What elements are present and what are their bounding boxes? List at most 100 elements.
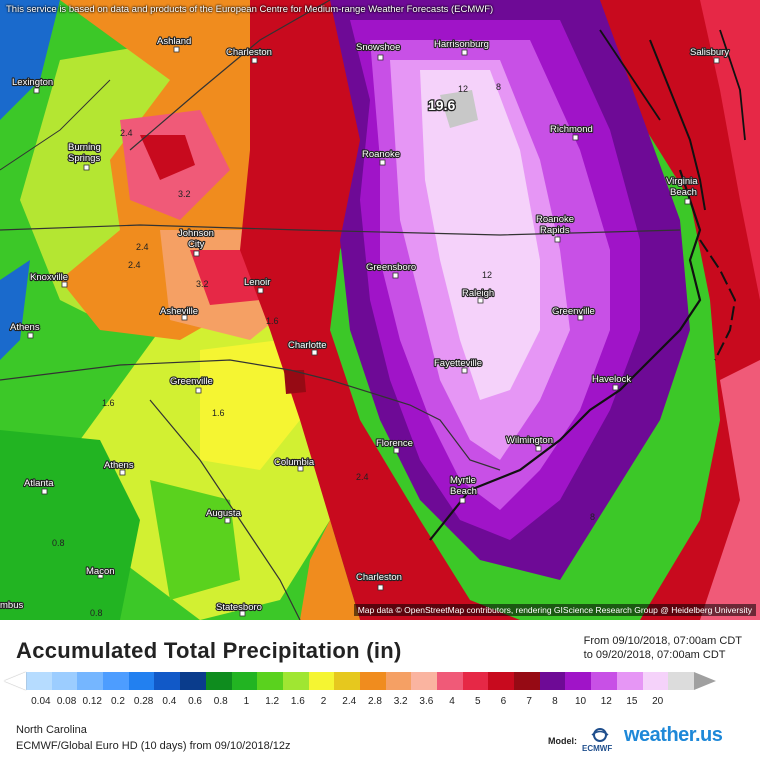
city-label: Lenoir [244,277,270,288]
state-border [149,399,301,620]
city-label: Rapids [540,225,570,236]
city-label: Greenville [170,376,213,387]
scale-label: 0.28 [133,696,154,707]
scale-label: 1 [243,696,250,707]
city-label: Harrisonburg [434,39,489,50]
field-2-8 [300,520,360,620]
precipitation-map[interactable]: Ashland Charleston Snowshoe Harrisonburg… [0,0,760,620]
city-label: Burning [68,142,101,153]
field-6-band [240,0,520,620]
city-label: Charleston [226,47,272,58]
region-name: North Carolina [16,724,87,736]
city-label: Snowshoe [356,42,400,53]
contour-label: 0.8 [90,608,103,618]
map-canvas: Ashland Charleston Snowshoe Harrisonburg… [0,0,760,620]
city-label: Lexington [12,77,53,88]
state-border [0,79,111,171]
field-4-east [700,360,760,620]
field-6-east [560,0,760,620]
coastline [429,169,702,541]
city-dot [572,134,579,141]
scale-label: 0.04 [31,696,51,707]
max-value-label: 19.6 [428,97,455,113]
city-dot [41,488,48,495]
scale-label: 2 [320,696,327,707]
scale-label: 3.2 [393,696,408,707]
scale-swatch [26,672,52,690]
scale-label: 0.8 [213,696,228,707]
city-dot [577,314,584,321]
city-dot [239,610,246,617]
city-label: Charlotte [288,340,327,351]
contour-label: 12 [482,270,492,280]
city-label: City [188,239,205,250]
city-label: Atlanta [24,478,54,489]
scale-swatch [334,672,360,690]
field-5-east [700,0,760,300]
scale-label: 0.08 [56,696,77,707]
scale-swatch [668,672,694,690]
contour-label: 0.8 [52,538,65,548]
scale-swatch [282,672,309,690]
contour-label: 1.6 [102,398,115,408]
city-dot [392,272,399,279]
scale-label: 10 [574,696,587,707]
outer-banks [699,239,737,361]
scale-swatch [591,672,617,690]
scale-swatch [488,672,515,690]
weather-us-logo[interactable]: weather.us [624,724,723,746]
scale-swatch [51,672,78,690]
field-max [440,90,478,128]
scale-labels: 0.04 0.08 0.12 0.2 0.28 0.4 0.6 0.8 1 1.2 1.6 2 2.4 2… [0,696,760,710]
scale-swatch [385,672,412,690]
city-dot [684,198,691,205]
city-dot [297,465,304,472]
city-label: Greensboro [366,262,416,273]
scale-swatch [565,672,592,690]
city-label: Augusta [206,508,242,519]
scale-swatch [411,672,437,690]
city-dot [535,445,542,452]
scale-swatch [359,672,386,690]
city-dot [33,87,40,94]
contour-label: 2.4 [128,260,141,270]
contour-label: 3.2 [178,189,191,199]
city-dot [97,572,104,579]
field-7 [284,370,306,394]
contour-label: 1.6 [266,316,279,326]
city-label: Beach [670,187,697,198]
city-label: Raleigh [462,288,494,299]
scale-swatches [26,672,694,690]
low-precip-area [0,260,30,360]
city-label: Myrtle [450,475,476,486]
map-attribution[interactable]: Map data © OpenStreetMap contributors, r… [353,604,756,616]
city-dot [61,281,68,288]
scale-label: 20 [652,696,664,707]
scale-label: 6 [500,696,507,707]
city-dot [257,287,264,294]
scale-label: 2.4 [342,696,357,707]
city-label: Statesboro [216,602,262,613]
city-label: Virginia [666,176,698,187]
city-dot [377,584,384,591]
city-dot [251,57,258,64]
city-label: Ashland [157,36,191,47]
scale-swatch [128,672,155,690]
city-dot [554,236,561,243]
scale-swatch [437,672,463,690]
scale-swatch [77,672,104,690]
scale-label: 12 [600,696,612,707]
state-border [129,0,331,151]
city-label: Columbia [274,457,315,468]
city-dot [27,332,34,339]
contour-label: 2.4 [356,472,369,482]
scale-min-arrow [4,672,26,690]
bay-shore [599,29,661,121]
low-precip-area [0,0,60,120]
state-border [0,224,681,236]
ecmwf-logo-icon [591,728,609,742]
city-label: Havelock [592,374,631,385]
scale-label: 3.6 [419,696,434,707]
contour-labels: 2.4 3.2 2.4 2.4 3.2 1.6 1.6 1.6 2.4 0.8 … [52,82,595,618]
scale-label: 0.12 [82,696,102,707]
